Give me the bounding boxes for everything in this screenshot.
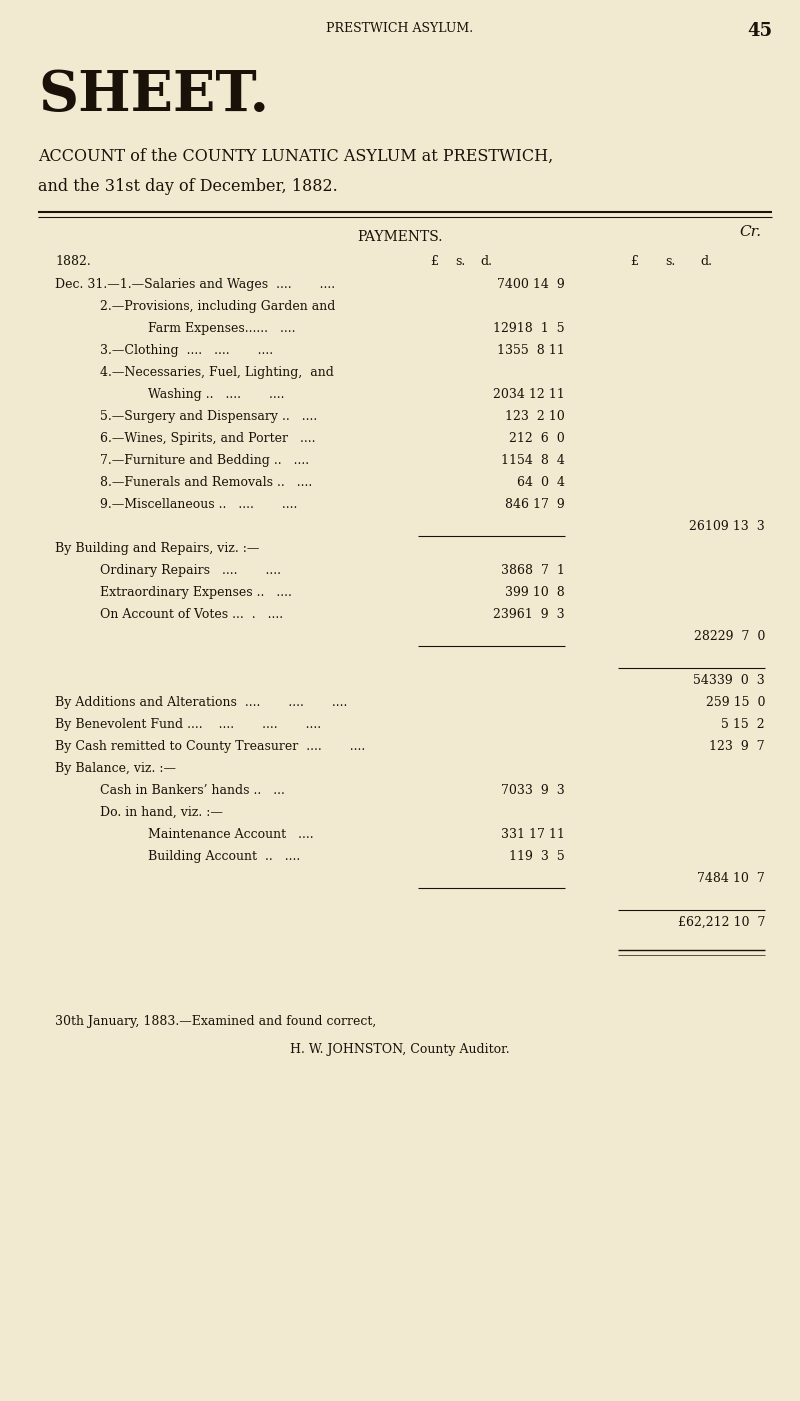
Text: s.: s. xyxy=(665,255,675,268)
Text: 331 17 11: 331 17 11 xyxy=(501,828,565,841)
Text: £62,212 10  7: £62,212 10 7 xyxy=(678,916,765,929)
Text: d.: d. xyxy=(700,255,712,268)
Text: 7033  9  3: 7033 9 3 xyxy=(502,785,565,797)
Text: 7400 14  9: 7400 14 9 xyxy=(498,277,565,291)
Text: 1355  8 11: 1355 8 11 xyxy=(498,345,565,357)
Text: 123  2 10: 123 2 10 xyxy=(506,410,565,423)
Text: 119  3  5: 119 3 5 xyxy=(510,850,565,863)
Text: 846 17  9: 846 17 9 xyxy=(506,497,565,511)
Text: Cr.: Cr. xyxy=(740,226,762,240)
Text: d.: d. xyxy=(480,255,492,268)
Text: 9.—Miscellaneous ..   ....       ....: 9.—Miscellaneous .. .... .... xyxy=(100,497,306,511)
Text: SHEET.: SHEET. xyxy=(38,69,269,123)
Text: Farm Expenses......   ....: Farm Expenses...... .... xyxy=(148,322,303,335)
Text: On Account of Votes ...  .   ....: On Account of Votes ... . .... xyxy=(100,608,291,621)
Text: 12918  1  5: 12918 1 5 xyxy=(494,322,565,335)
Text: 3.—Clothing  ....   ....       ....: 3.—Clothing .... .... .... xyxy=(100,345,281,357)
Text: PAYMENTS.: PAYMENTS. xyxy=(358,230,442,244)
Text: 26109 13  3: 26109 13 3 xyxy=(690,520,765,532)
Text: PRESTWICH ASYLUM.: PRESTWICH ASYLUM. xyxy=(326,22,474,35)
Text: 45: 45 xyxy=(747,22,772,41)
Text: Do. in hand, viz. :—: Do. in hand, viz. :— xyxy=(100,806,223,820)
Text: ACCOUNT of the COUNTY LUNATIC ASYLUM at PRESTWICH,: ACCOUNT of the COUNTY LUNATIC ASYLUM at … xyxy=(38,149,554,165)
Text: 212  6  0: 212 6 0 xyxy=(510,432,565,446)
Text: 64  0  4: 64 0 4 xyxy=(517,476,565,489)
Text: 1154  8  4: 1154 8 4 xyxy=(501,454,565,467)
Text: 7.—Furniture and Bedding ..   ....: 7.—Furniture and Bedding .. .... xyxy=(100,454,317,467)
Text: By Additions and Alterations  ....       ....       ....: By Additions and Alterations .... .... .… xyxy=(55,696,347,709)
Text: £: £ xyxy=(630,255,638,268)
Text: By Cash remitted to County Treasurer  ....       ....: By Cash remitted to County Treasurer ...… xyxy=(55,740,366,752)
Text: H. W. JOHNSTON, County Auditor.: H. W. JOHNSTON, County Auditor. xyxy=(290,1042,510,1056)
Text: 5.—Surgery and Dispensary ..   ....: 5.—Surgery and Dispensary .. .... xyxy=(100,410,326,423)
Text: Extraordinary Expenses ..   ....: Extraordinary Expenses .. .... xyxy=(100,586,300,600)
Text: and the 31st day of December, 1882.: and the 31st day of December, 1882. xyxy=(38,178,338,195)
Text: £: £ xyxy=(430,255,438,268)
Text: 3868  7  1: 3868 7 1 xyxy=(501,565,565,577)
Text: Washing ..   ....       ....: Washing .. .... .... xyxy=(148,388,293,401)
Text: Building Account  ..   ....: Building Account .. .... xyxy=(148,850,300,863)
Text: 123  9  7: 123 9 7 xyxy=(710,740,765,752)
Text: 23961  9  3: 23961 9 3 xyxy=(494,608,565,621)
Text: 4.—Necessaries, Fuel, Lighting,  and: 4.—Necessaries, Fuel, Lighting, and xyxy=(100,366,334,380)
Text: Dec. 31.—1.—Salaries and Wages  ....       ....: Dec. 31.—1.—Salaries and Wages .... .... xyxy=(55,277,343,291)
Text: Cash in Bankers’ hands ..   ...: Cash in Bankers’ hands .. ... xyxy=(100,785,285,797)
Text: 6.—Wines, Spirits, and Porter   ....: 6.—Wines, Spirits, and Porter .... xyxy=(100,432,323,446)
Text: By Balance, viz. :—: By Balance, viz. :— xyxy=(55,762,176,775)
Text: 259 15  0: 259 15 0 xyxy=(706,696,765,709)
Text: 2.—Provisions, including Garden and: 2.—Provisions, including Garden and xyxy=(100,300,335,312)
Text: 399 10  8: 399 10 8 xyxy=(506,586,565,600)
Text: 54339  0  3: 54339 0 3 xyxy=(694,674,765,686)
Text: By Benevolent Fund ....    ....       ....       ....: By Benevolent Fund .... .... .... .... xyxy=(55,717,321,731)
Text: 5 15  2: 5 15 2 xyxy=(722,717,765,731)
Text: 8.—Funerals and Removals ..   ....: 8.—Funerals and Removals .. .... xyxy=(100,476,320,489)
Text: Maintenance Account   ....: Maintenance Account .... xyxy=(148,828,314,841)
Text: s.: s. xyxy=(455,255,466,268)
Text: 1882.: 1882. xyxy=(55,255,90,268)
Text: Ordinary Repairs   ....       ....: Ordinary Repairs .... .... xyxy=(100,565,289,577)
Text: 2034 12 11: 2034 12 11 xyxy=(494,388,565,401)
Text: 7484 10  7: 7484 10 7 xyxy=(698,871,765,885)
Text: 30th January, 1883.—Examined and found correct,: 30th January, 1883.—Examined and found c… xyxy=(55,1014,376,1028)
Text: 28229  7  0: 28229 7 0 xyxy=(694,630,765,643)
Text: By Building and Repairs, viz. :—: By Building and Repairs, viz. :— xyxy=(55,542,259,555)
